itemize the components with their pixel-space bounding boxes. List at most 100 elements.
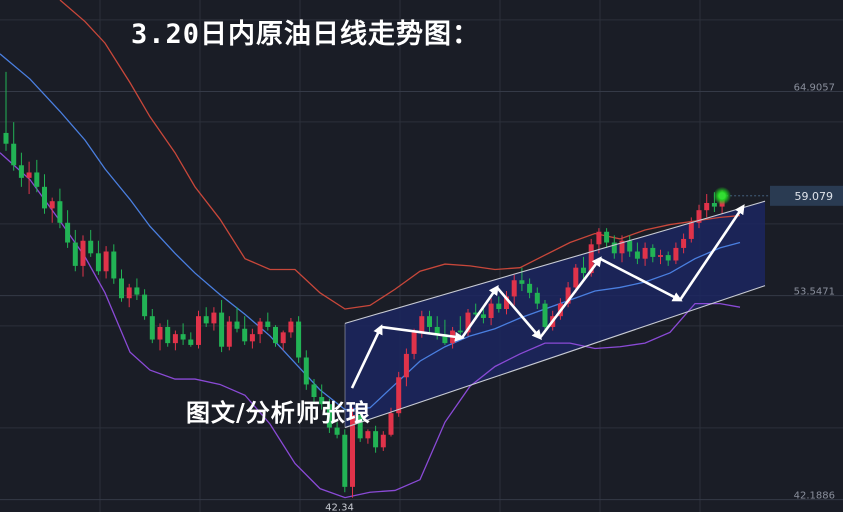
candle-body: [457, 330, 463, 333]
candle-body: [681, 238, 687, 248]
candle-body: [434, 326, 440, 335]
current-price-label: 59.079: [795, 190, 834, 203]
candle-body: [534, 292, 540, 304]
candle-body: [57, 201, 63, 223]
candle-body: [665, 255, 671, 261]
candle-body: [596, 231, 602, 245]
low-price-label: 42.34: [325, 503, 354, 512]
candle-body: [696, 210, 702, 223]
chart-title: 3.20日内原油日线走势图：: [131, 19, 481, 50]
candle-body: [581, 267, 586, 274]
trend-arrow: [678, 204, 745, 301]
candle-body: [504, 296, 509, 309]
candle-body: [573, 267, 579, 288]
candle-body: [496, 303, 502, 309]
candle-body: [273, 326, 278, 344]
candle-body: [296, 321, 302, 358]
candle-body: [465, 312, 471, 333]
candle-body: [611, 242, 617, 254]
candle-body: [388, 413, 394, 435]
trend-arrow: [538, 256, 602, 339]
candle-body: [619, 240, 625, 254]
bollinger-bands: [0, 0, 741, 499]
trend-arrow: [350, 324, 383, 389]
candle-body: [303, 357, 309, 385]
candle-body: [473, 312, 479, 315]
candle-body: [688, 222, 694, 239]
author-credit: 图文/分析师张琅: [186, 398, 371, 427]
candle-body: [704, 203, 710, 211]
candle-body: [26, 172, 32, 178]
candle-body: [203, 316, 209, 324]
trend-arrow: [599, 257, 683, 302]
candle-body: [427, 316, 432, 327]
candle-body: [226, 321, 232, 347]
candle-body: [442, 334, 448, 344]
candle-body: [350, 414, 355, 487]
candle-body: [588, 244, 594, 274]
candle-body: [103, 251, 109, 272]
candle-body: [211, 312, 217, 324]
candle-body: [673, 247, 679, 261]
candle-body: [365, 431, 371, 439]
candle-body: [188, 339, 194, 345]
candle-body: [565, 287, 571, 304]
candle-body: [488, 303, 494, 318]
candle-body: [627, 240, 633, 252]
candle-body: [142, 294, 148, 317]
candle-body: [180, 334, 186, 340]
candle-body: [249, 334, 255, 342]
candle-body: [280, 332, 286, 344]
candle-body: [650, 247, 656, 257]
bollinger-upper-line: [59, 0, 741, 310]
candle-body: [126, 287, 132, 299]
candle-body: [542, 303, 548, 327]
candle-body: [80, 240, 86, 266]
trend-arrow: [496, 286, 542, 341]
candle-body: [373, 431, 379, 448]
candle-body: [357, 414, 363, 439]
candle-body: [511, 280, 517, 297]
candle-body: [419, 316, 425, 333]
candle-body: [196, 316, 201, 345]
candle-body: [288, 321, 294, 333]
candle-body: [49, 201, 55, 209]
trend-arrows: [350, 204, 745, 389]
candle-body: [95, 253, 101, 272]
candle-body: [172, 334, 178, 344]
bollinger-middle-line: [0, 53, 741, 411]
candle-body: [634, 251, 640, 259]
candle-body: [165, 326, 171, 344]
trend-arrow: [460, 284, 499, 339]
candle-body: [527, 283, 533, 293]
price-axis: 64.9057 53.5471 42.1886 59.079 42.34: [325, 83, 843, 512]
y-tick-label: 42.1886: [794, 491, 835, 502]
bollinger-lower-line: [0, 152, 741, 499]
last-price-dot: [718, 192, 726, 200]
candle-body: [42, 186, 47, 209]
trend-arrow: [380, 325, 465, 342]
candle-body: [403, 353, 409, 378]
candle-body: [257, 321, 263, 335]
candle-body: [149, 316, 155, 340]
candle-body: [3, 132, 9, 144]
candle-body: [604, 231, 610, 243]
candle-body: [111, 251, 117, 279]
candle-body: [34, 172, 40, 187]
candle-body: [88, 240, 94, 254]
candle-body: [480, 314, 486, 318]
candle-body: [326, 404, 332, 428]
candle-body: [319, 397, 325, 405]
channel-lower-line: [344, 285, 766, 429]
candle-body: [219, 312, 225, 347]
candle-body: [342, 434, 348, 487]
candle-body: [411, 332, 417, 354]
candle-body: [711, 203, 717, 207]
candle-body: [242, 328, 248, 342]
candle-body: [119, 278, 124, 299]
candle-body: [265, 321, 271, 327]
candle-body: [72, 242, 78, 266]
candle-body: [642, 247, 648, 259]
candle-body: [380, 434, 386, 448]
